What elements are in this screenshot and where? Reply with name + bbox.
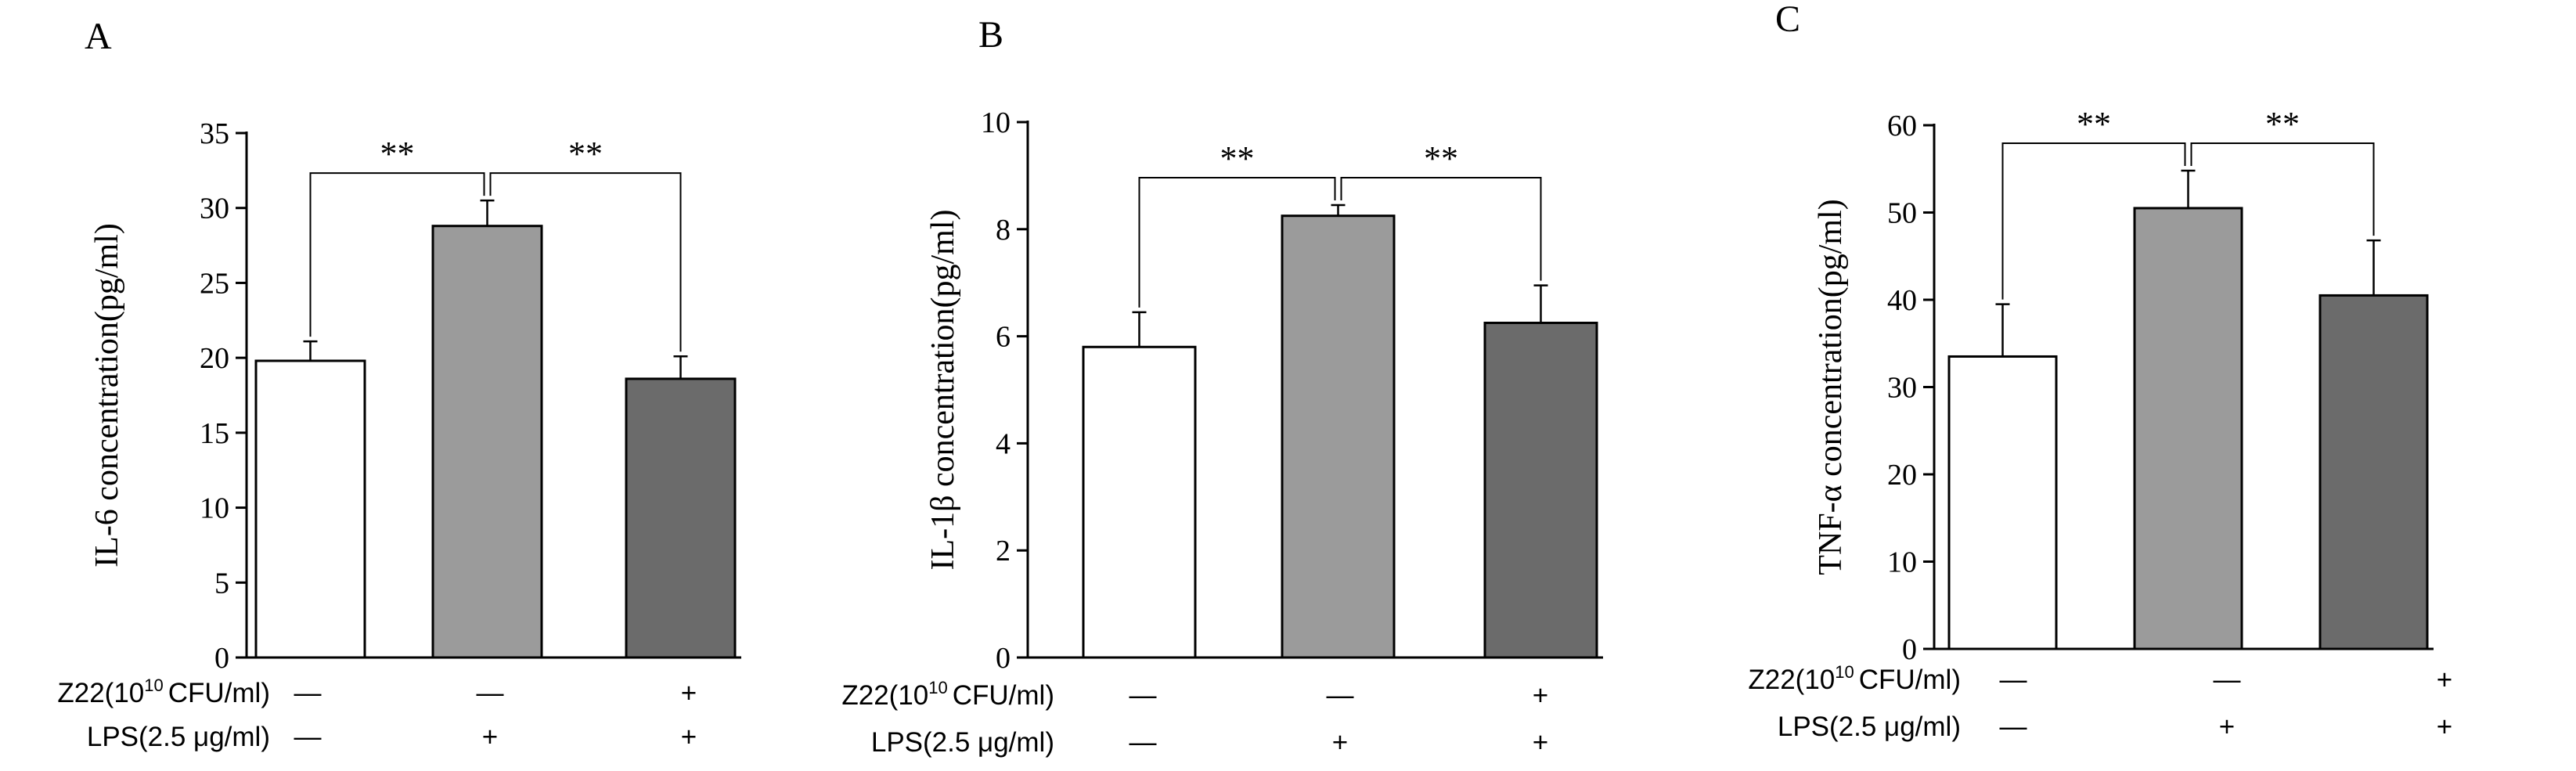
bar: [254, 359, 366, 659]
condition-mark: —: [2000, 665, 2027, 695]
bar: [2318, 294, 2429, 650]
condition-mark: +: [2437, 665, 2452, 695]
y-tick-label: 15: [200, 417, 229, 450]
bar: [1483, 322, 1598, 659]
significance-bracket: [309, 172, 485, 337]
y-axis-title: IL-6 concentration(pg/ml): [89, 223, 125, 567]
significance-label: **: [380, 135, 415, 173]
panel-label: C: [1775, 0, 1800, 40]
condition-label: Z22(1010 CFU/ml): [1748, 662, 1961, 695]
condition-mark: +: [2437, 712, 2452, 742]
y-tick-label: 10: [200, 492, 229, 525]
y-tick-label: 10: [1887, 546, 1917, 579]
bar: [2133, 207, 2243, 650]
significance-bracket: [2001, 142, 2186, 300]
condition-label: Z22(1010 CFU/ml): [57, 676, 270, 708]
y-tick-label: 20: [1887, 459, 1917, 492]
condition-label: LPS(2.5 μg/ml): [871, 727, 1054, 758]
y-tick-label: 10: [981, 106, 1011, 139]
y-tick-label: 35: [200, 117, 229, 150]
condition-mark: +: [681, 678, 697, 708]
condition-mark: +: [1332, 727, 1348, 758]
y-tick-label: 6: [996, 321, 1011, 354]
significance-bracket: [2190, 142, 2375, 236]
y-tick-label: 5: [214, 567, 229, 600]
condition-label: LPS(2.5 μg/ml): [1778, 712, 1961, 742]
condition-mark: —: [294, 678, 322, 708]
y-tick-label: 30: [200, 193, 229, 225]
condition-mark: +: [1533, 680, 1548, 711]
y-tick-label: 30: [1887, 372, 1917, 405]
condition-mark: —: [1129, 727, 1157, 758]
significance-label: **: [2077, 105, 2111, 143]
y-tick-label: 4: [996, 427, 1011, 460]
y-tick-label: 0: [1902, 633, 1917, 666]
y-tick-label: 2: [996, 535, 1011, 567]
bar: [1281, 214, 1396, 659]
significance-label: **: [1424, 139, 1458, 178]
condition-mark: —: [477, 678, 504, 708]
y-tick-label: 20: [200, 342, 229, 375]
panel-label: A: [85, 16, 112, 57]
y-tick-label: 60: [1887, 110, 1917, 142]
condition-mark: —: [2000, 712, 2027, 742]
condition-label: Z22(1010 CFU/ml): [841, 678, 1054, 711]
panel-b: B 0 2 4 6 8 10 IL-1β concentration(pg/ml) ** ** Z2…: [841, 14, 1603, 758]
y-tick-label: 25: [200, 267, 229, 300]
bar: [431, 225, 543, 659]
condition-mark: +: [1533, 727, 1548, 758]
significance-bracket: [489, 172, 682, 352]
condition-mark: —: [1327, 680, 1354, 711]
y-axis-title: IL-1β concentration(pg/ml): [925, 209, 961, 570]
y-axis-title: TNF-α concentration(pg/ml): [1813, 199, 1849, 575]
y-tick-label: 0: [996, 642, 1011, 675]
condition-mark: —: [1129, 680, 1157, 711]
condition-mark: +: [2219, 712, 2235, 742]
panel-c: C 0 10 20 30 40 50 60 TNF-α concentration(pg/ml)…: [1748, 0, 2452, 742]
significance-bracket: [1138, 177, 1336, 308]
condition-mark: —: [2214, 665, 2241, 695]
bar: [1082, 345, 1197, 659]
condition-mark: —: [294, 722, 322, 752]
significance-label: **: [1220, 139, 1255, 178]
condition-mark: +: [482, 722, 498, 752]
significance-label: **: [2265, 105, 2300, 143]
panel-a: A 0 5 10 15 20 25 30 35 IL-6 concentration(pg/ml)…: [57, 16, 741, 752]
bar: [625, 377, 737, 659]
bar: [1947, 355, 2058, 650]
y-tick-label: 50: [1887, 197, 1917, 230]
y-tick-label: 8: [996, 214, 1011, 247]
condition-label: LPS(2.5 μg/ml): [87, 722, 270, 752]
condition-mark: +: [681, 722, 697, 752]
significance-label: **: [568, 135, 603, 173]
y-tick-label: 40: [1887, 284, 1917, 317]
y-tick-label: 0: [214, 642, 229, 675]
significance-bracket: [1340, 177, 1542, 281]
panel-label: B: [978, 14, 1003, 56]
